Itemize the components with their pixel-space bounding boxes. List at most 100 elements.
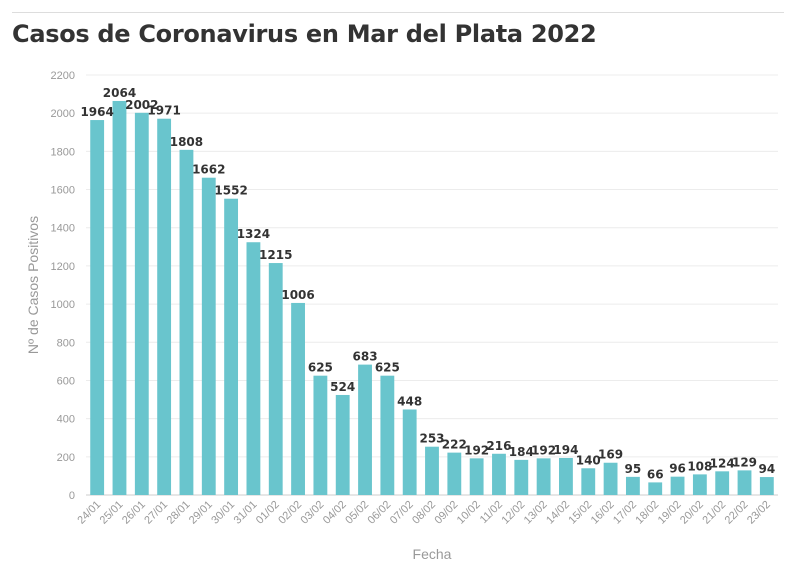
bar[interactable]: [335, 394, 350, 495]
data-label: 140: [576, 453, 601, 467]
bar[interactable]: [559, 457, 573, 495]
x-tick-label: 05/02: [343, 499, 371, 527]
x-tick-label: 24/01: [75, 499, 103, 527]
data-label: 1552: [214, 184, 247, 198]
bar[interactable]: [157, 118, 172, 495]
bar[interactable]: [112, 100, 127, 496]
data-label: 524: [330, 380, 355, 394]
x-tick-label: 11/02: [478, 499, 505, 526]
x-tick-label: 21/02: [700, 499, 728, 527]
data-label: 1215: [259, 248, 292, 262]
bar[interactable]: [514, 459, 529, 495]
data-label: 253: [419, 432, 444, 446]
bar[interactable]: [179, 149, 194, 495]
x-tick-label: 17/02: [611, 499, 639, 527]
data-label: 216: [486, 439, 511, 453]
y-tick-label: 800: [57, 337, 75, 349]
bar[interactable]: [90, 120, 105, 496]
y-tick-label: 1400: [51, 223, 75, 235]
x-axis-title: Fecha: [413, 546, 452, 562]
x-tick-label: 08/02: [410, 499, 438, 527]
data-label: 94: [758, 462, 775, 476]
grid-lines: [86, 74, 778, 496]
x-tick-label: 29/01: [187, 499, 215, 527]
y-tick-label: 600: [57, 375, 75, 387]
x-tick-label: 13/02: [522, 499, 550, 527]
y-tick-label: 1600: [51, 185, 75, 197]
x-tick-label: 22/02: [723, 499, 751, 527]
y-tick-label: 400: [57, 414, 75, 426]
bar[interactable]: [201, 177, 216, 495]
x-tick-label: 10/02: [455, 499, 483, 527]
bar[interactable]: [670, 476, 685, 495]
data-label: 66: [647, 467, 664, 481]
x-axis-ticks: 24/0125/0126/0127/0128/0129/0130/0131/01…: [75, 499, 773, 527]
x-tick-label: 30/01: [209, 499, 237, 527]
x-tick-label: 18/02: [633, 499, 661, 527]
bar[interactable]: [581, 468, 596, 495]
bar[interactable]: [492, 453, 506, 495]
x-tick-label: 06/02: [366, 499, 394, 527]
data-label: 222: [442, 438, 467, 452]
bar[interactable]: [603, 462, 618, 495]
x-tick-label: 07/02: [388, 499, 416, 527]
x-tick-label: 27/01: [142, 499, 170, 527]
data-label: 194: [553, 443, 578, 457]
y-axis-ticks: 0 200 400 600 800 1000 1200 1400 1600 1800 2000 220…: [51, 70, 75, 502]
bar[interactable]: [246, 242, 261, 495]
bar[interactable]: [291, 302, 305, 495]
y-tick-label: 1800: [51, 146, 75, 158]
y-axis-title: Nº de Casos Positivos: [25, 216, 41, 354]
bars: [90, 100, 774, 496]
y-tick-label: 0: [69, 490, 75, 502]
y-tick-label: 1200: [51, 261, 75, 273]
chart-title: Casos de Coronavirus en Mar del Plata 20…: [12, 20, 597, 48]
x-tick-label: 01/02: [254, 499, 282, 527]
bar[interactable]: [536, 458, 551, 495]
x-tick-label: 19/02: [656, 499, 684, 527]
data-label: 1971: [147, 104, 180, 118]
data-label: 2064: [103, 86, 136, 100]
bar[interactable]: [358, 364, 372, 495]
data-label: 2002: [125, 98, 158, 112]
top-divider: [12, 12, 784, 13]
data-label: 1808: [170, 135, 203, 149]
data-label: 1964: [80, 105, 113, 119]
bar[interactable]: [313, 375, 328, 495]
bar[interactable]: [268, 263, 283, 495]
x-tick-label: 12/02: [499, 499, 527, 527]
bar[interactable]: [134, 112, 149, 496]
data-label: 1006: [281, 288, 314, 302]
bar[interactable]: [402, 409, 417, 495]
bar[interactable]: [447, 452, 462, 495]
bar[interactable]: [737, 470, 752, 495]
y-tick-label: 1000: [51, 299, 75, 311]
data-label: 192: [531, 443, 556, 457]
data-label: 96: [669, 462, 686, 476]
data-label: 448: [397, 394, 422, 408]
y-tick-label: 2200: [51, 70, 75, 82]
bar[interactable]: [715, 471, 730, 495]
x-tick-label: 23/02: [745, 499, 773, 527]
bar[interactable]: [425, 446, 439, 495]
x-tick-label: 14/02: [544, 499, 572, 527]
data-label: 1662: [192, 163, 225, 177]
bar[interactable]: [625, 476, 640, 495]
bar[interactable]: [224, 198, 239, 495]
bar[interactable]: [648, 482, 663, 495]
data-label: 1324: [237, 227, 270, 241]
x-tick-label: 09/02: [432, 499, 460, 527]
bar[interactable]: [759, 477, 774, 495]
bar[interactable]: [692, 474, 707, 495]
data-label: 169: [598, 448, 623, 462]
bar[interactable]: [469, 458, 484, 495]
bar[interactable]: [380, 375, 395, 495]
x-tick-label: 20/02: [678, 499, 706, 527]
x-tick-label: 15/02: [566, 499, 594, 527]
x-tick-label: 31/01: [232, 499, 260, 527]
x-tick-label: 25/01: [98, 499, 126, 527]
x-tick-label: 02/02: [276, 499, 304, 527]
x-tick-label: 04/02: [321, 499, 349, 527]
